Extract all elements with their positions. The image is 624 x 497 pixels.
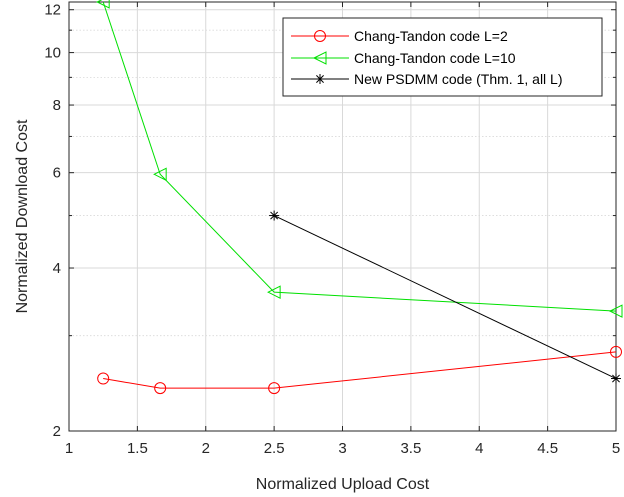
y-axis-label: Normalized Download Cost <box>14 119 31 313</box>
y-tick-label: 4 <box>53 260 61 277</box>
x-tick-label: 1 <box>65 440 73 457</box>
series-line <box>273 215 617 379</box>
legend-marker <box>314 30 326 42</box>
series-3 <box>269 210 621 384</box>
x-tick-label: 3 <box>338 440 346 457</box>
x-tick-label: 5 <box>612 440 620 457</box>
x-tick-label: 2.5 <box>264 440 285 457</box>
series-line <box>102 1 617 312</box>
series-2 <box>96 0 623 318</box>
x-tick-label: 1.5 <box>127 440 148 457</box>
data-point <box>97 372 110 385</box>
axis-ticks <box>68 2 617 432</box>
data-point <box>153 167 167 182</box>
data-point <box>608 304 623 318</box>
x-tick-labels: 1 1.5 2 2.5 3 3.5 4 4.5 5 <box>65 440 620 457</box>
y-tick-labels: 2 4 6 8 10 12 <box>44 2 61 440</box>
legend-item-2: Chang-Tandon code L=10 <box>291 50 516 66</box>
data-point <box>267 285 281 299</box>
y-tick-label: 10 <box>44 45 61 62</box>
legend-box <box>282 17 603 97</box>
legend: Chang-Tandon code L=2 Chang-Tandon code L… <box>282 17 603 97</box>
series-line <box>103 351 617 389</box>
y-tick-label: 12 <box>44 2 61 19</box>
x-tick-label: 4.5 <box>537 440 558 457</box>
data-point <box>96 0 110 9</box>
data-point <box>610 345 622 358</box>
data-point <box>268 382 281 395</box>
legend-label: Chang-Tandon code L=10 <box>354 50 516 66</box>
data-point <box>269 210 280 221</box>
legend-label: New PSDMM code (Thm. 1, all L) <box>354 71 563 87</box>
y-tick-label: 2 <box>53 423 61 440</box>
x-tick-label: 2 <box>202 440 210 457</box>
y-tick-label: 8 <box>53 97 61 114</box>
data-point <box>611 373 621 384</box>
y-tick-label: 6 <box>53 165 61 182</box>
legend-marker <box>312 51 327 65</box>
series-group <box>96 0 623 395</box>
x-axis-label: Normalized Upload Cost <box>256 476 430 493</box>
legend-item-3: New PSDMM code (Thm. 1, all L) <box>291 71 563 87</box>
x-tick-label: 3.5 <box>400 440 421 457</box>
legend-label: Chang-Tandon code L=2 <box>354 28 508 44</box>
x-tick-label: 4 <box>475 440 483 457</box>
legend-marker <box>315 74 325 84</box>
series-1 <box>97 345 622 395</box>
data-point <box>154 382 167 395</box>
legend-item-1: Chang-Tandon code L=2 <box>291 28 508 44</box>
